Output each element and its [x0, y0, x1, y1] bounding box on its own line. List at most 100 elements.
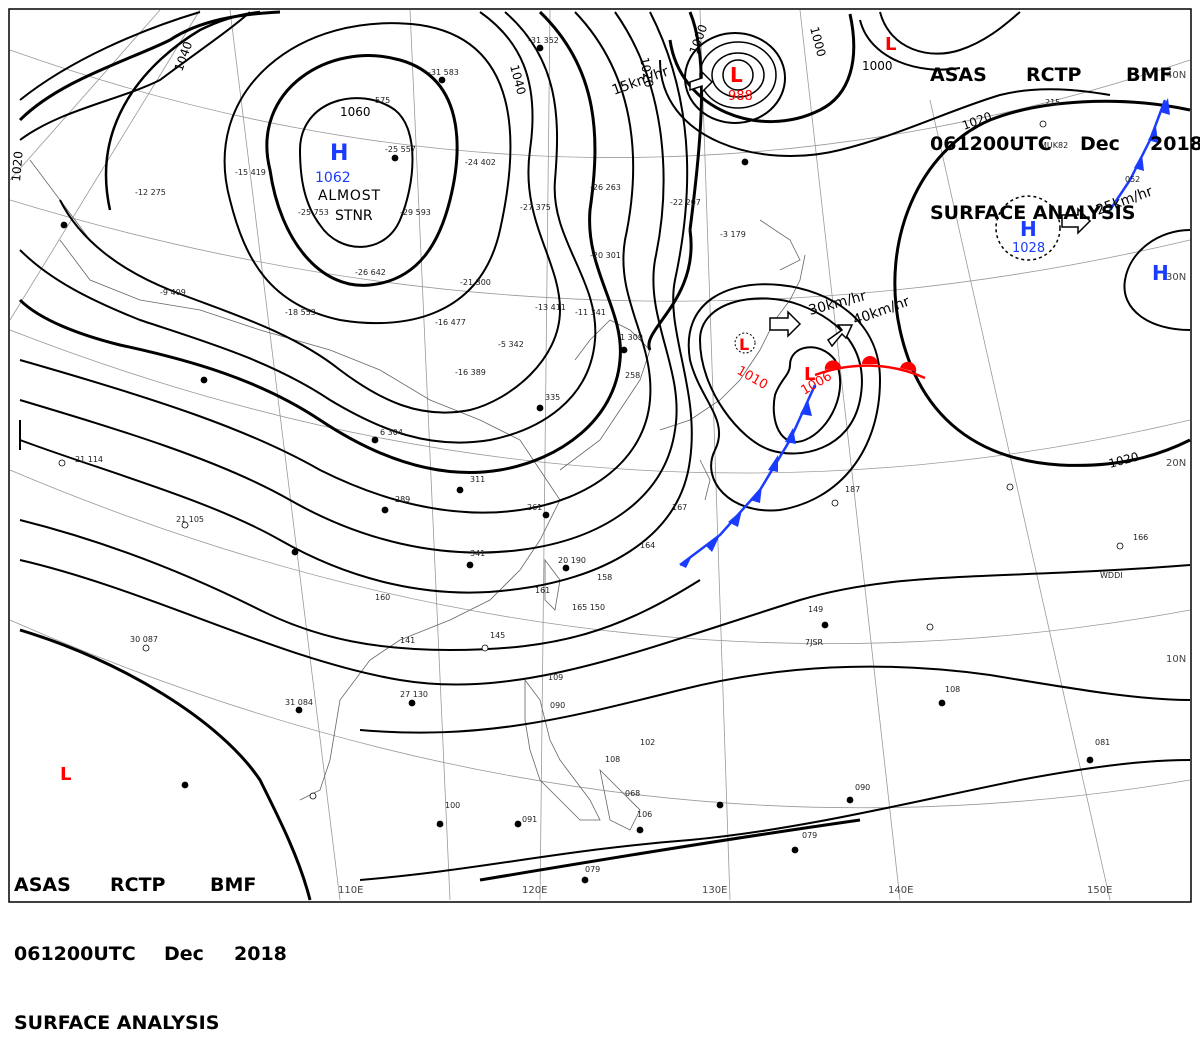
- agency-code: RCTP: [110, 874, 166, 896]
- svg-text:-3 179: -3 179: [720, 230, 746, 239]
- svg-text:158: 158: [597, 573, 612, 582]
- svg-text:161: 161: [535, 586, 550, 595]
- svg-text:MUK82: MUK82: [1040, 141, 1068, 150]
- svg-text:-29 593: -29 593: [400, 208, 431, 217]
- agency-code: ASAS: [14, 874, 71, 896]
- low-center-symbol: L: [885, 34, 896, 55]
- svg-text:165 150: 165 150: [572, 603, 605, 612]
- svg-text:335: 335: [545, 393, 560, 402]
- svg-text:106: 106: [637, 810, 652, 819]
- motion-arrows: [689, 70, 1092, 348]
- high-center-symbol: H: [1152, 261, 1169, 285]
- latitude-labels: 40N 30N 20N 10N: [1166, 70, 1186, 665]
- svg-text:30 087: 30 087: [130, 635, 158, 644]
- lon-label: 140E: [888, 885, 913, 896]
- svg-text:187: 187: [845, 485, 860, 494]
- svg-text:109: 109: [548, 673, 563, 682]
- svg-text:160: 160: [375, 593, 390, 602]
- warm-front: [814, 364, 926, 380]
- agency-code: BMF: [1126, 64, 1173, 86]
- svg-text:341: 341: [470, 549, 485, 558]
- svg-text:-22 207: -22 207: [670, 198, 701, 207]
- lat-label: 30N: [1166, 272, 1186, 283]
- isobar-label: 1000: [807, 25, 828, 58]
- svg-text:-25 557: -25 557: [385, 145, 416, 154]
- svg-text:-15 419: -15 419: [235, 168, 266, 177]
- center-note: STNR: [335, 208, 373, 224]
- cold-front: [679, 384, 817, 566]
- isobar-label: 1020: [1107, 449, 1140, 470]
- svg-text:100: 100: [445, 801, 460, 810]
- chart-header-top: ASAS RCTP BMF 061200UTC Dec 2018 SURFACE ANA…: [930, 18, 1200, 248]
- svg-text:215: 215: [1045, 98, 1060, 107]
- svg-text:-20 301: -20 301: [590, 251, 621, 260]
- svg-text:149: 149: [808, 605, 823, 614]
- svg-text:-24 402: -24 402: [465, 158, 496, 167]
- svg-text:258: 258: [625, 371, 640, 380]
- lon-label: 150E: [1087, 885, 1112, 896]
- high-center-symbol: H: [1020, 217, 1037, 241]
- agency-code: RCTP: [1026, 64, 1082, 86]
- analysis-year: 2018: [234, 943, 287, 965]
- product-name: SURFACE ANALYSIS: [930, 202, 1136, 224]
- svg-text:-11 341: -11 341: [575, 308, 606, 317]
- high-center-symbol: H: [330, 141, 348, 166]
- svg-text:-9 409: -9 409: [160, 288, 186, 297]
- svg-text:079: 079: [802, 831, 817, 840]
- isobar-label: 1000: [862, 59, 893, 73]
- analysis-year: 2018: [1150, 133, 1200, 155]
- low-center-symbol: L: [804, 364, 815, 385]
- svg-text:21 114: 21 114: [75, 455, 103, 464]
- high-center-value: 1062: [315, 170, 351, 186]
- svg-text:31 084: 31 084: [285, 698, 313, 707]
- svg-text:090: 090: [855, 783, 870, 792]
- svg-text:164: 164: [640, 541, 655, 550]
- svg-text:068: 068: [625, 789, 640, 798]
- svg-text:-12 275: -12 275: [135, 188, 166, 197]
- svg-text:090: 090: [550, 701, 565, 710]
- svg-text:7JSR: 7JSR: [805, 638, 824, 647]
- isobar-value-labels: 1060 1040 1040 1020 1000 1000 1000 1020 …: [9, 23, 1140, 471]
- svg-text:-21 300: -21 300: [460, 278, 491, 287]
- low-center-symbol: L: [739, 335, 749, 354]
- svg-text:-16 389: -16 389: [455, 368, 486, 377]
- longitude-labels: 110E 120E 130E 140E 150E: [338, 885, 1112, 896]
- svg-text:079: 079: [585, 865, 600, 874]
- svg-text:108: 108: [605, 755, 620, 764]
- svg-text:091: 091: [522, 815, 537, 824]
- analysis-month: Dec: [1080, 133, 1120, 155]
- isobar-label: 1020: [9, 151, 26, 183]
- lon-label: 120E: [522, 885, 547, 896]
- low-center-value: 1010: [734, 363, 770, 393]
- svg-text:108: 108: [945, 685, 960, 694]
- svg-text:167: 167: [672, 503, 687, 512]
- high-center-value: 1028: [1012, 241, 1045, 256]
- svg-text:145: 145: [490, 631, 505, 640]
- svg-text:141: 141: [400, 636, 415, 645]
- svg-text:261: 261: [527, 503, 542, 512]
- svg-text:052: 052: [1125, 175, 1140, 184]
- agency-code: BMF: [210, 874, 257, 896]
- analysis-month: Dec: [164, 943, 204, 965]
- svg-text:27 130: 27 130: [400, 690, 428, 699]
- lon-label: 130E: [702, 885, 727, 896]
- lon-label: 110E: [338, 885, 363, 896]
- svg-text:289: 289: [395, 495, 410, 504]
- svg-text:-26 263: -26 263: [590, 183, 621, 192]
- svg-text:-27 375: -27 375: [520, 203, 551, 212]
- svg-text:-31 583: -31 583: [428, 68, 459, 77]
- analysis-time: 061200UTC: [930, 133, 1052, 155]
- svg-text:WDDI: WDDI: [1100, 571, 1123, 580]
- lat-label: 40N: [1166, 70, 1186, 81]
- lat-label: 10N: [1166, 654, 1186, 665]
- svg-text:-18 553: -18 553: [285, 308, 316, 317]
- svg-text:-26 642: -26 642: [355, 268, 386, 277]
- isobar-label: 1000: [687, 23, 711, 56]
- agency-code: ASAS: [930, 64, 987, 86]
- svg-text:-31 352: -31 352: [528, 36, 559, 45]
- svg-text:081: 081: [1095, 738, 1110, 747]
- svg-text:102: 102: [640, 738, 655, 747]
- svg-text:311: 311: [470, 475, 485, 484]
